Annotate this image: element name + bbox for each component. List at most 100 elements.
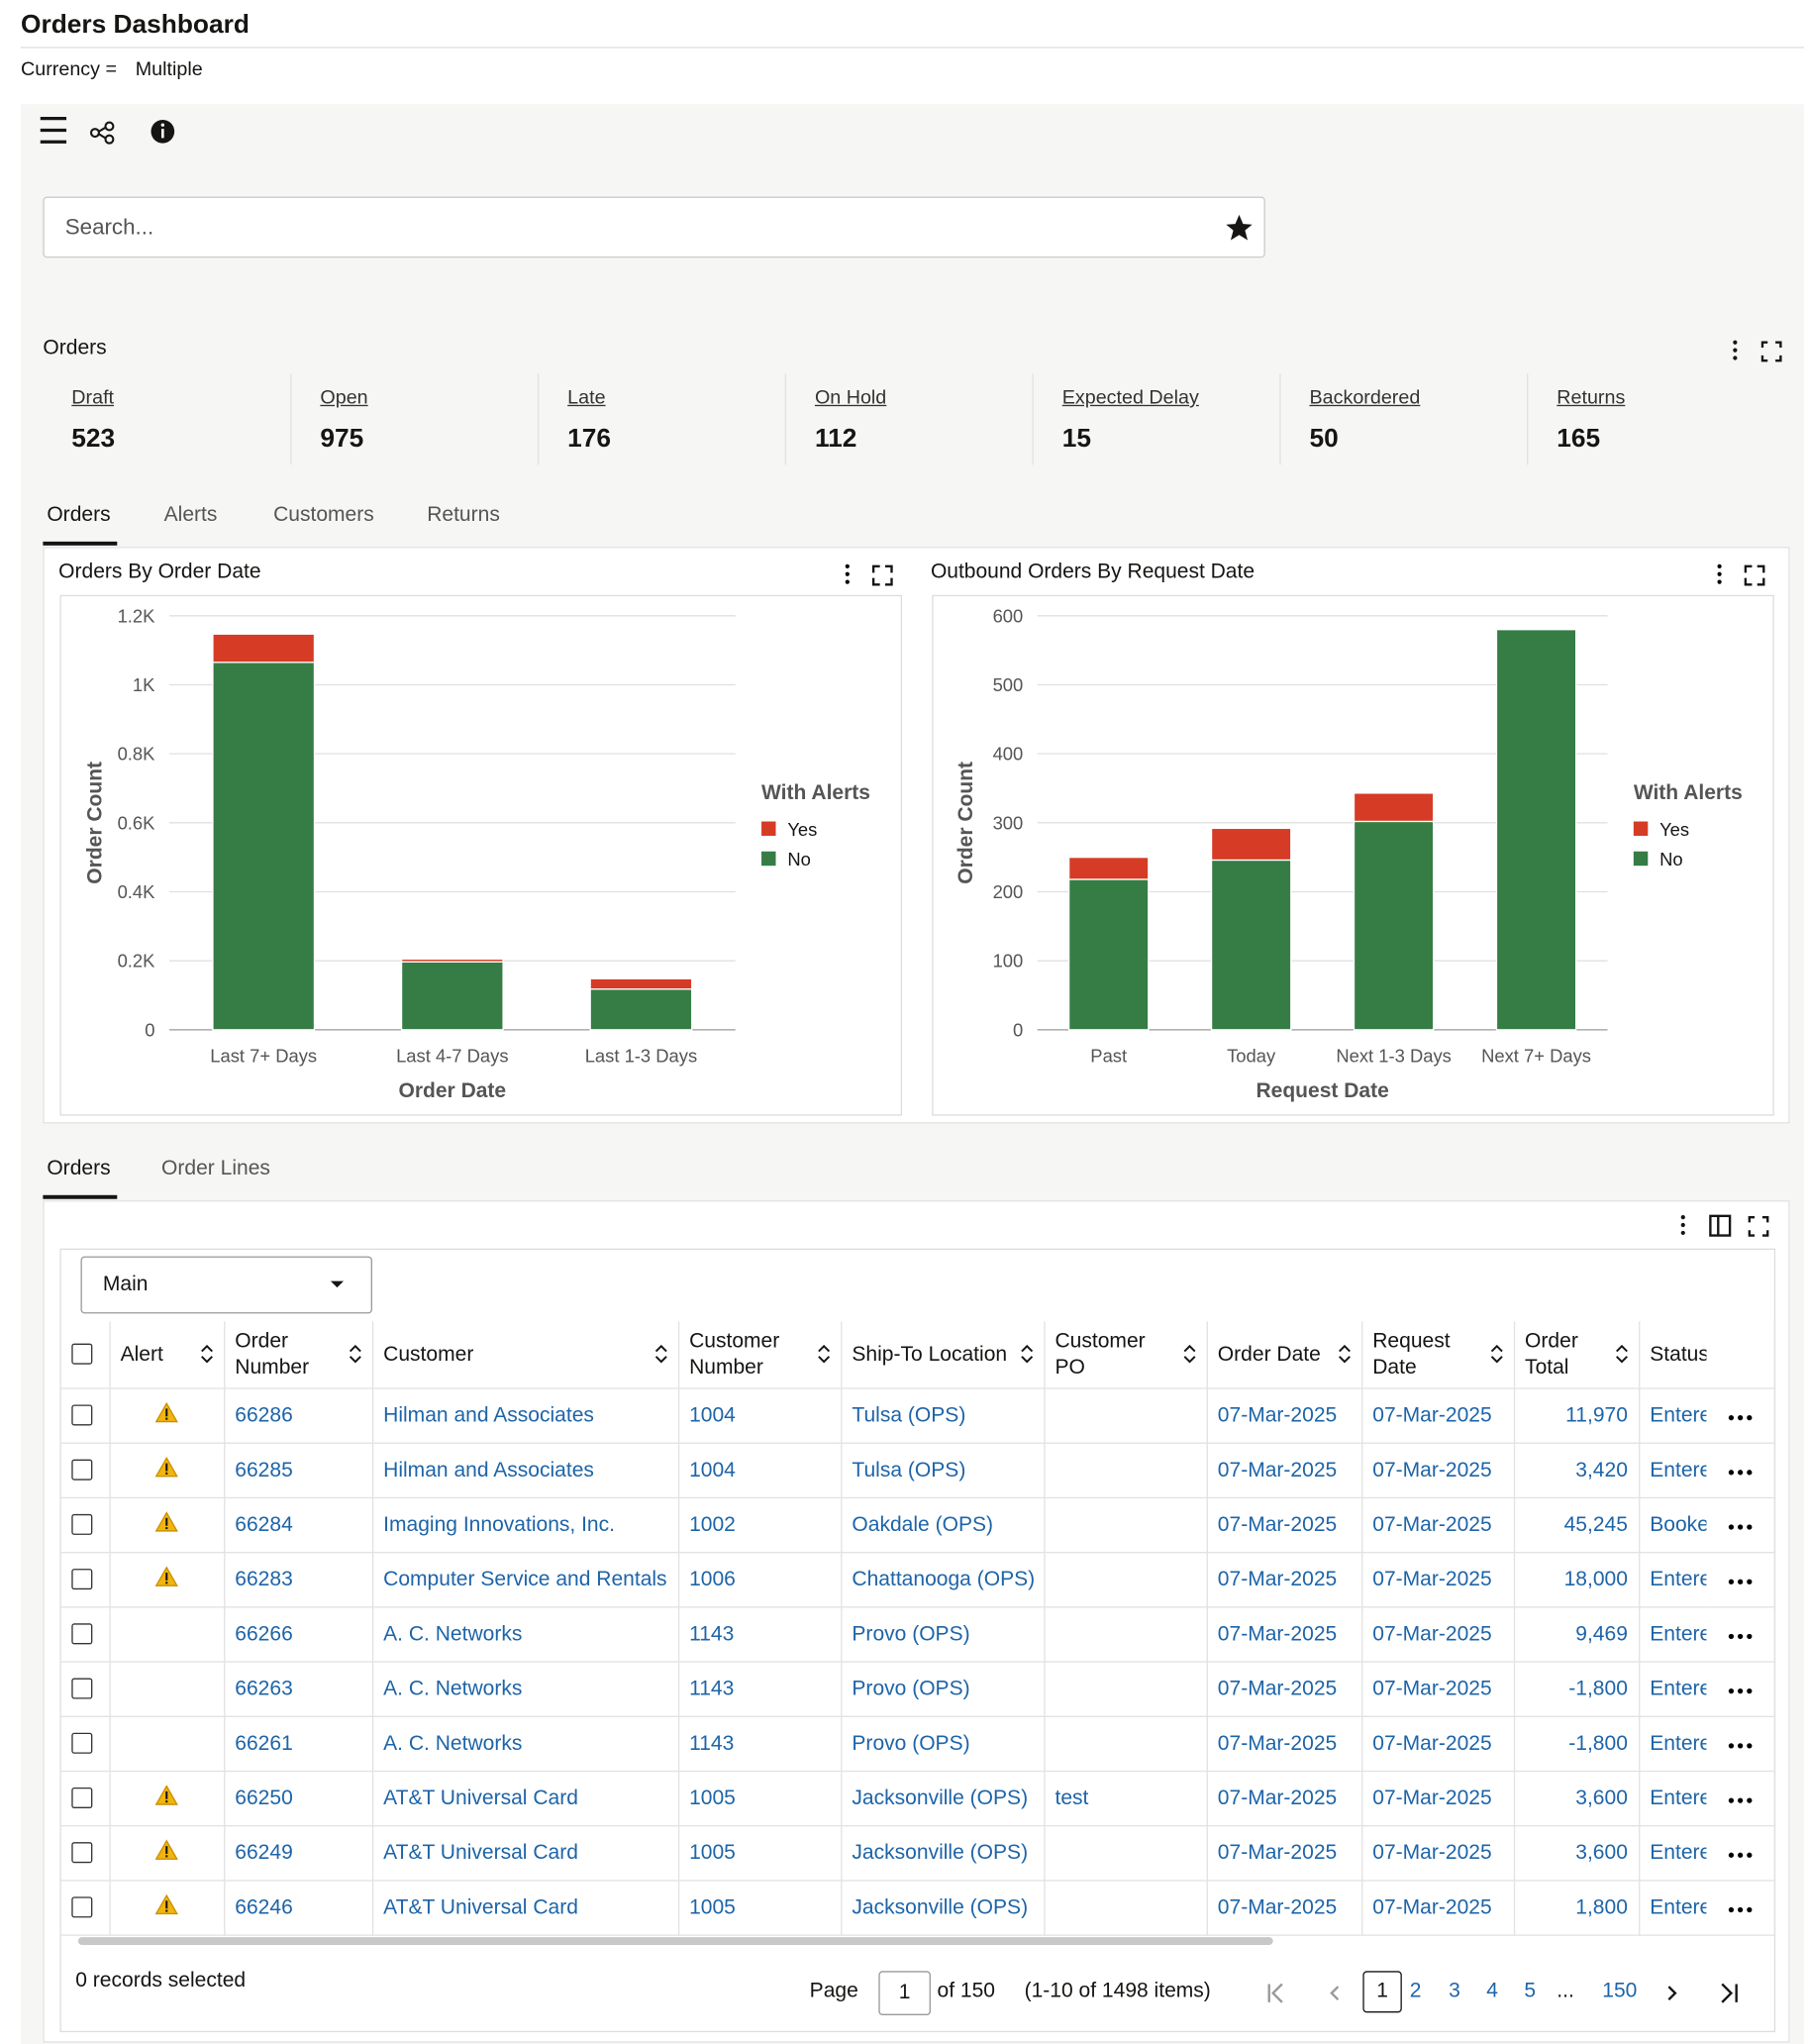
customer-number-cell[interactable]: 1005 — [677, 1771, 842, 1827]
order-date-cell[interactable]: 07-Mar-2025 — [1206, 1606, 1362, 1663]
column-header[interactable]: Order Date — [1206, 1321, 1362, 1389]
customer-number[interactable]: 1005 — [689, 1841, 736, 1864]
customer-po[interactable]: test — [1055, 1787, 1089, 1809]
customer-cell[interactable]: Hilman and Associates — [371, 1388, 679, 1444]
ship-to[interactable]: Provo (OPS) — [852, 1677, 970, 1700]
customer-number-cell[interactable]: 1005 — [677, 1880, 842, 1936]
kpi-tile[interactable]: Returns 165 — [1527, 373, 1774, 465]
order-date-cell[interactable]: 07-Mar-2025 — [1206, 1552, 1362, 1608]
order-date[interactable]: 07-Mar-2025 — [1217, 1841, 1338, 1864]
request-date-cell[interactable]: 07-Mar-2025 — [1361, 1771, 1515, 1827]
customer[interactable]: AT&T Universal Card — [383, 1787, 578, 1809]
order-number[interactable]: 66285 — [235, 1459, 293, 1482]
customer-cell[interactable]: AT&T Universal Card — [371, 1825, 679, 1882]
ship-to[interactable]: Jacksonville (OPS) — [852, 1787, 1029, 1809]
customer-number[interactable]: 1143 — [689, 1677, 735, 1700]
order-number-cell[interactable]: 66246 — [224, 1880, 373, 1936]
kpi-tile[interactable]: Backordered 50 — [1279, 373, 1527, 465]
row-actions[interactable] — [1706, 1880, 1775, 1936]
customer-number[interactable]: 1002 — [689, 1513, 736, 1536]
status-cell[interactable]: Entered — [1639, 1443, 1707, 1499]
page-input[interactable]: 1 — [878, 1971, 931, 2016]
column-header[interactable]: Request Date — [1361, 1321, 1515, 1389]
order-date[interactable]: 07-Mar-2025 — [1217, 1513, 1338, 1536]
customer-cell[interactable]: A. C. Networks — [371, 1606, 679, 1663]
tab[interactable]: Orders — [47, 503, 111, 527]
customer-number-cell[interactable]: 1006 — [677, 1552, 842, 1608]
kpi-label[interactable]: Draft — [71, 386, 115, 409]
order-number[interactable]: 66284 — [235, 1513, 293, 1536]
order-number-cell[interactable]: 66250 — [224, 1771, 373, 1827]
page-link[interactable]: 2 — [1409, 1980, 1422, 2002]
request-date[interactable]: 07-Mar-2025 — [1372, 1568, 1492, 1590]
customer-number-cell[interactable]: 1005 — [677, 1825, 842, 1882]
order-number[interactable]: 66266 — [235, 1622, 293, 1645]
row-select[interactable] — [60, 1662, 111, 1717]
request-date[interactable]: 07-Mar-2025 — [1372, 1732, 1492, 1755]
search-box[interactable]: Search... — [43, 196, 1265, 258]
status-cell[interactable]: Entered — [1639, 1880, 1707, 1936]
status[interactable]: Entered — [1650, 1841, 1706, 1864]
order-date[interactable]: 07-Mar-2025 — [1217, 1787, 1338, 1809]
column-header[interactable]: Status — [1639, 1321, 1707, 1389]
row-select[interactable] — [60, 1771, 111, 1827]
customer[interactable]: Hilman and Associates — [383, 1403, 594, 1427]
ship-to[interactable]: Tulsa (OPS) — [852, 1459, 966, 1482]
request-date-cell[interactable]: 07-Mar-2025 — [1361, 1443, 1515, 1499]
ship-to[interactable]: Provo (OPS) — [852, 1732, 970, 1755]
column-header[interactable]: Alert — [109, 1321, 225, 1389]
ship-to-cell[interactable]: Tulsa (OPS) — [841, 1388, 1045, 1444]
ship-to[interactable]: Tulsa (OPS) — [852, 1403, 966, 1427]
order-date-cell[interactable]: 07-Mar-2025 — [1206, 1825, 1362, 1882]
table-actions[interactable] — [1671, 1213, 1775, 1239]
row-select[interactable] — [60, 1552, 111, 1608]
customer-number[interactable]: 1143 — [689, 1732, 735, 1755]
order-number-cell[interactable]: 66263 — [224, 1662, 373, 1717]
customer-cell[interactable]: Hilman and Associates — [371, 1443, 679, 1499]
customer-cell[interactable]: AT&T Universal Card — [371, 1880, 679, 1936]
customer-number[interactable]: 1004 — [689, 1459, 736, 1482]
toolbar-icons[interactable] — [39, 116, 182, 148]
order-number-cell[interactable]: 66261 — [224, 1716, 373, 1773]
customer-cell[interactable]: Computer Service and Rentals — [371, 1552, 679, 1608]
request-date-cell[interactable]: 07-Mar-2025 — [1361, 1716, 1515, 1773]
tab[interactable]: Alerts — [163, 503, 218, 527]
order-number-cell[interactable]: 66249 — [224, 1825, 373, 1882]
order-date[interactable]: 07-Mar-2025 — [1217, 1459, 1338, 1482]
order-date-cell[interactable]: 07-Mar-2025 — [1206, 1662, 1362, 1717]
scrollbar[interactable] — [77, 1937, 1273, 1946]
request-date[interactable]: 07-Mar-2025 — [1372, 1677, 1492, 1700]
customer[interactable]: AT&T Universal Card — [383, 1841, 578, 1864]
status-cell[interactable]: Booked — [1639, 1497, 1707, 1554]
status[interactable]: Entered — [1650, 1895, 1706, 1919]
request-date[interactable]: 07-Mar-2025 — [1372, 1513, 1492, 1536]
tab[interactable]: Customers — [273, 503, 374, 527]
page-link[interactable]: 150 — [1602, 1980, 1638, 2002]
ship-to-cell[interactable]: Provo (OPS) — [841, 1606, 1045, 1663]
customer-number[interactable]: 1005 — [689, 1787, 736, 1809]
order-number[interactable]: 66283 — [235, 1568, 293, 1590]
tab[interactable]: Order Lines — [161, 1157, 270, 1180]
row-actions[interactable] — [1706, 1552, 1775, 1608]
kpi-label[interactable]: On Hold — [814, 386, 887, 409]
status-cell[interactable]: Entered — [1639, 1606, 1707, 1663]
status-cell[interactable]: Entered — [1639, 1771, 1707, 1827]
request-date[interactable]: 07-Mar-2025 — [1372, 1787, 1492, 1809]
kpi-tile[interactable]: Open 975 — [290, 373, 538, 465]
order-number-cell[interactable]: 66283 — [224, 1552, 373, 1608]
kpi-tile[interactable]: Late 176 — [537, 373, 785, 465]
kpi-label[interactable]: Open — [320, 386, 368, 409]
ship-to[interactable]: Jacksonville (OPS) — [852, 1895, 1029, 1919]
order-date-cell[interactable]: 07-Mar-2025 — [1206, 1880, 1362, 1936]
order-number[interactable]: 66250 — [235, 1787, 293, 1809]
status-cell[interactable]: Entered — [1639, 1716, 1707, 1773]
column-header[interactable]: Ship-To Location — [841, 1321, 1045, 1389]
row-select[interactable] — [60, 1880, 111, 1936]
customer-cell[interactable]: Imaging Innovations, Inc. — [371, 1497, 679, 1554]
customer-cell[interactable]: A. C. Networks — [371, 1662, 679, 1717]
status[interactable]: Entered — [1650, 1568, 1706, 1590]
order-date-cell[interactable]: 07-Mar-2025 — [1206, 1497, 1362, 1554]
ship-to[interactable]: Chattanooga (OPS) — [852, 1568, 1036, 1590]
ship-to[interactable]: Oakdale (OPS) — [852, 1513, 994, 1536]
ship-to-cell[interactable]: Oakdale (OPS) — [841, 1497, 1045, 1554]
